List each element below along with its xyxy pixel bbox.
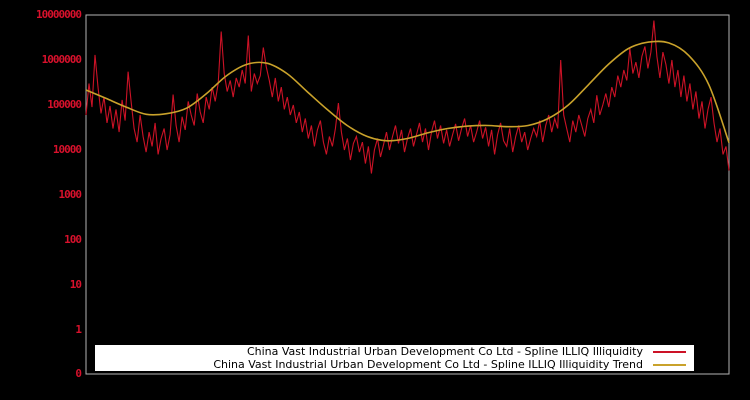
- y-tick-label-10000: 10000: [52, 143, 82, 156]
- y-tick-label-10: 10: [69, 278, 82, 291]
- yellow-line-sample-icon: [653, 363, 686, 366]
- trend-series-line: [85, 40, 730, 143]
- y-tick-label-100000: 100000: [47, 98, 82, 111]
- y-tick-label-1: 1: [75, 323, 82, 336]
- legend-label-trend: China Vast Industrial Urban Development …: [213, 358, 643, 371]
- y-tick-label-1000: 1000: [58, 188, 83, 201]
- plot-frame: [85, 14, 730, 375]
- legend-label-illiquidity: China Vast Industrial Urban Development …: [246, 345, 643, 358]
- y-tick-label-0: 0: [75, 367, 82, 380]
- legend-item-trend: China Vast Industrial Urban Development …: [95, 358, 694, 371]
- red-line-sample-icon: [653, 350, 686, 353]
- y-tick-label-1000000: 1000000: [41, 53, 82, 66]
- y-tick-label-10000000: 10000000: [36, 8, 82, 21]
- legend-item-illiquidity: China Vast Industrial Urban Development …: [95, 345, 694, 358]
- legend: China Vast Industrial Urban Development …: [95, 345, 694, 371]
- illiq-series-line: [85, 20, 730, 174]
- y-tick-label-100: 100: [64, 233, 82, 246]
